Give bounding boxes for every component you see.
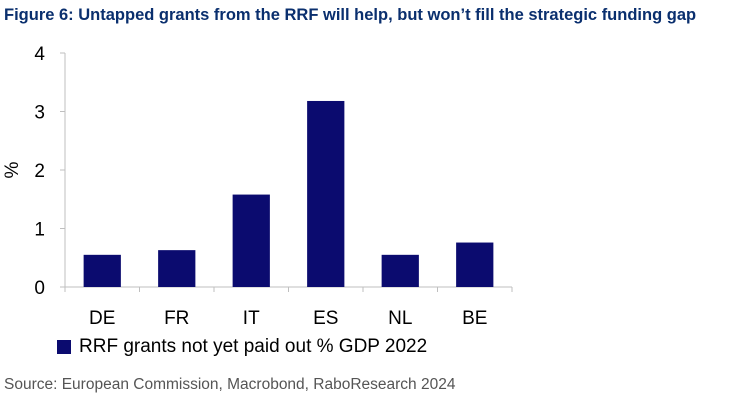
x-tick-label: DE: [89, 308, 115, 329]
bar-chart: % 0 1 2 3 4 DE FR IT ES NL BE: [2, 44, 513, 329]
source-note: Source: European Commission, Macrobond, …: [4, 376, 456, 393]
y-tick-label: 3: [34, 103, 45, 124]
bar-es: [307, 100, 345, 287]
legend-label: RRF grants not yet paid out % GDP 2022: [79, 336, 428, 357]
bar-de: [83, 254, 121, 287]
y-tick-label: 4: [34, 44, 45, 65]
bar-be: [456, 242, 494, 287]
x-tick-label: ES: [313, 308, 338, 329]
bar-it: [232, 194, 270, 287]
bar-fr: [158, 250, 196, 287]
legend-swatch: [57, 340, 71, 354]
figure-title: Figure 6: Untapped grants from the RRF w…: [4, 6, 697, 24]
y-axis-label: %: [2, 161, 23, 178]
x-tick-label: NL: [388, 308, 412, 329]
x-tick-label: IT: [243, 308, 260, 329]
y-tick-label: 1: [34, 220, 45, 241]
y-tick-label: 0: [34, 278, 45, 299]
y-tick-label: 2: [34, 161, 45, 182]
x-tick-label: FR: [164, 308, 189, 329]
legend: RRF grants not yet paid out % GDP 2022: [57, 336, 427, 358]
bar-nl: [381, 254, 419, 287]
x-tick-label: BE: [462, 308, 487, 329]
